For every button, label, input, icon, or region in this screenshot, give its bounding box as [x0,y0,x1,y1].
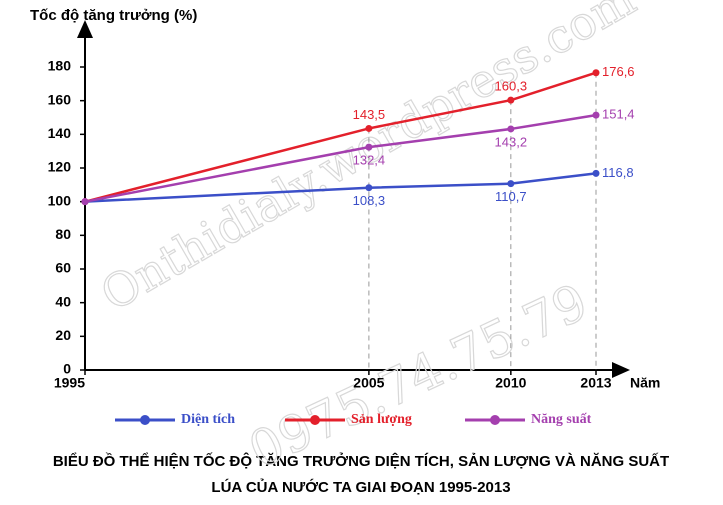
value-label: 116,8 [602,165,634,180]
legend-marker [310,415,320,425]
data-point [592,169,600,177]
value-label: 176,6 [602,64,635,79]
x-tick-label: 2013 [580,375,611,391]
data-point [365,124,373,132]
data-point [592,111,600,119]
chart-title: BIỂU ĐỒ THỂ HIỆN TỐC ĐỘ TĂNG TRƯỞNG DIỆN… [53,452,669,470]
data-point [507,180,515,188]
value-label: 151,4 [602,107,635,122]
series-line [84,172,597,203]
value-label: 110,7 [495,189,527,204]
value-label: 132,4 [353,153,386,168]
x-axis-label: Năm [630,375,660,391]
y-tick-label: 20 [55,327,71,343]
watermark: 0975.74.75.79 [240,273,596,480]
y-tick-label: 100 [48,192,72,208]
data-point [365,143,373,151]
y-tick-label: 160 [48,91,72,107]
data-point [592,69,600,77]
y-tick-label: 0 [63,361,71,377]
x-tick-label: 2005 [353,375,384,391]
x-tick-label: 2010 [495,375,526,391]
series-line [84,71,597,203]
data-point [507,125,515,133]
legend-marker [140,415,150,425]
y-tick-label: 40 [55,293,71,309]
x-tick-label: 1995 [54,375,85,391]
y-tick-label: 60 [55,260,71,276]
series-line [84,113,597,203]
y-axis-label: Tốc độ tăng trưởng (%) [30,7,197,24]
legend-label: Năng suất [531,412,592,427]
value-label: 143,5 [353,107,386,122]
value-label: 143,2 [495,134,528,149]
legend-label: Sản lượng [351,412,412,427]
value-label: 160,3 [495,79,528,94]
y-tick-label: 180 [48,58,72,74]
value-label: 108,3 [353,193,386,208]
legend-label: Diện tích [181,412,235,427]
legend-marker [490,415,500,425]
data-point [365,184,373,192]
data-point [507,96,515,104]
y-tick-label: 120 [48,159,72,175]
y-tick-label: 80 [55,226,71,242]
data-point [81,198,89,206]
y-tick-label: 140 [48,125,72,141]
chart-title: LÚA CỦA NƯỚC TA GIAI ĐOẠN 1995-2013 [211,478,510,496]
